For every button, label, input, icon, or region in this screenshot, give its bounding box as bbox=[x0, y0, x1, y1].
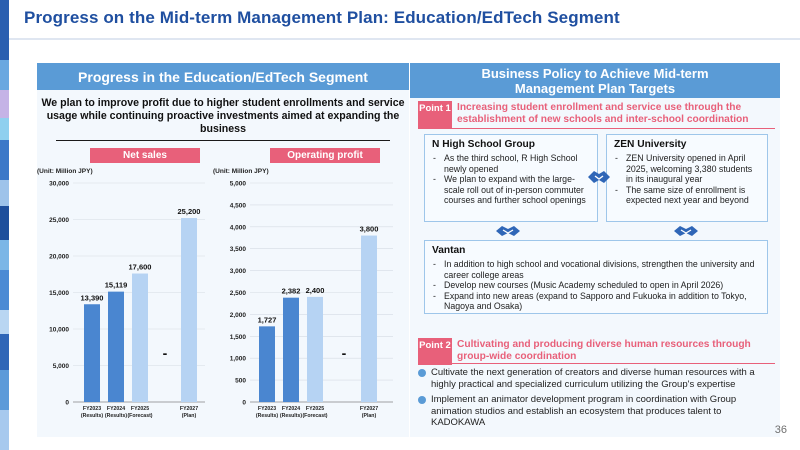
x-tick-label: FY2025 bbox=[306, 406, 324, 412]
y-tick-label: 1,000 bbox=[230, 356, 247, 363]
x-tick-label: FY2027 bbox=[180, 406, 198, 412]
data-label: 1,727 bbox=[258, 315, 277, 324]
y-tick-label: 25,000 bbox=[49, 217, 69, 224]
left-panel-header: Progress in the Education/EdTech Segment bbox=[37, 63, 409, 90]
n-high-school-card: N High School Group As the third school,… bbox=[424, 134, 598, 222]
y-tick-label: 2,500 bbox=[230, 290, 247, 297]
chart-unit-label: (Unit: Million JPY) bbox=[37, 168, 93, 175]
y-tick-label: 500 bbox=[235, 378, 246, 385]
right-panel-header-text: Business Policy to Achieve Mid-term Mana… bbox=[481, 65, 709, 96]
vantan-item: Expand into new areas (expand to Sapporo… bbox=[432, 291, 760, 312]
y-tick-label: 10,000 bbox=[49, 327, 69, 334]
point-1-underline bbox=[418, 128, 775, 129]
point-2-bullet-text: Cultivate the next generation of creator… bbox=[431, 367, 755, 390]
x-tick-sublabel: (Results) bbox=[256, 413, 278, 419]
bar bbox=[181, 218, 197, 402]
y-tick-label: 15,000 bbox=[49, 290, 69, 297]
data-label: 3,800 bbox=[360, 225, 379, 234]
zen-university-item: The same size of enrollment is expected … bbox=[614, 185, 760, 206]
bar bbox=[283, 297, 299, 402]
y-tick-label: 3,000 bbox=[230, 268, 247, 275]
operating-profit-chart-title-text: Operating profit bbox=[287, 150, 363, 161]
lead-statement: We plan to improve profit due to higher … bbox=[41, 97, 405, 135]
y-tick-label: 2,000 bbox=[230, 312, 247, 319]
chart-unit-label: (Unit: Million JPY) bbox=[213, 168, 269, 175]
handshake-icon bbox=[588, 171, 610, 183]
point-1-badge: Point 1 bbox=[418, 101, 452, 128]
point-2-bullet: Implement an animator development progra… bbox=[418, 394, 778, 429]
net-sales-chart-title-text: Net sales bbox=[123, 150, 167, 161]
vantan-card: Vantan In addition to high school and vo… bbox=[424, 240, 768, 314]
slide-title: Progress on the Mid-term Management Plan… bbox=[24, 8, 620, 27]
y-tick-label: 30,000 bbox=[49, 181, 69, 188]
handshake-icon bbox=[674, 226, 698, 236]
x-tick-label: FY2027 bbox=[360, 406, 378, 412]
y-tick-label: 4,000 bbox=[230, 224, 247, 231]
vantan-item: In addition to high school and vocationa… bbox=[432, 259, 760, 280]
bullet-dot-icon bbox=[418, 369, 426, 377]
n-high-school-title: N High School Group bbox=[432, 139, 535, 150]
page-number: 36 bbox=[774, 424, 787, 436]
lead-underline bbox=[56, 140, 390, 141]
decorative-side-stripe bbox=[0, 0, 9, 450]
net-sales-chart: (Unit: Million JPY) 0 5,000 10,000 15,000 20,… bbox=[37, 168, 205, 419]
zen-university-item: ZEN University opened in April 2025, wel… bbox=[614, 153, 760, 185]
y-tick-label: 5,000 bbox=[230, 181, 247, 188]
point-2-text: Cultivating and producing diverse human … bbox=[457, 339, 751, 362]
data-label: 13,390 bbox=[81, 293, 104, 302]
x-tick-sublabel: (Results) bbox=[105, 413, 127, 419]
vantan-item: Develop new courses (Music Academy sched… bbox=[432, 280, 760, 291]
handshake-icon bbox=[496, 226, 520, 236]
operating-profit-chart: (Unit: Million JPY) 0 500 1,000 1,500 2,000 2,… bbox=[213, 168, 393, 419]
point-2-bullet: Cultivate the next generation of creator… bbox=[418, 367, 778, 390]
data-label: 2,382 bbox=[282, 287, 301, 296]
data-label: 17,600 bbox=[129, 263, 152, 272]
point-2-bullets: Cultivate the next generation of creator… bbox=[418, 367, 778, 433]
x-tick-label: FY2024 bbox=[282, 406, 300, 412]
y-tick-label: 1,500 bbox=[230, 334, 247, 341]
bullet-dot-icon bbox=[418, 396, 426, 404]
left-panel-header-text: Progress in the Education/EdTech Segment bbox=[78, 68, 368, 85]
x-tick-sublabel: (Plan) bbox=[362, 413, 377, 419]
x-tick-label: FY2023 bbox=[83, 406, 101, 412]
n-high-school-item: As the third school, R High School newly… bbox=[432, 153, 590, 174]
x-tick-sublabel: (Plan) bbox=[182, 413, 197, 419]
y-tick-label: 5,000 bbox=[53, 363, 70, 370]
vantan-title: Vantan bbox=[432, 245, 466, 256]
gap-marker: - bbox=[342, 345, 347, 361]
point-2-underline bbox=[418, 363, 775, 364]
point-1-text: Increasing student enrollment and servic… bbox=[457, 102, 749, 125]
zen-university-title: ZEN University bbox=[614, 139, 687, 150]
x-tick-sublabel: (Forecast) bbox=[127, 413, 152, 419]
y-tick-label: 4,500 bbox=[230, 202, 247, 209]
x-tick-sublabel: (Forecast) bbox=[302, 413, 327, 419]
x-tick-label: FY2025 bbox=[131, 406, 149, 412]
bar bbox=[132, 273, 148, 402]
y-tick-label: 0 bbox=[242, 400, 246, 407]
title-divider bbox=[9, 38, 800, 40]
operating-profit-chart-title: Operating profit bbox=[270, 148, 380, 163]
data-label: 15,119 bbox=[105, 281, 128, 290]
x-tick-sublabel: (Results) bbox=[280, 413, 302, 419]
gap-marker: - bbox=[163, 345, 168, 361]
right-panel-header: Business Policy to Achieve Mid-term Mana… bbox=[410, 63, 780, 98]
point-2-badge: Point 2 bbox=[418, 338, 452, 365]
x-tick-sublabel: (Results) bbox=[81, 413, 103, 419]
n-high-school-item: We plan to expand with the large-scale r… bbox=[432, 174, 590, 206]
bar bbox=[307, 296, 323, 402]
x-tick-label: FY2023 bbox=[258, 406, 276, 412]
net-sales-chart-title: Net sales bbox=[90, 148, 200, 163]
data-label: 25,200 bbox=[178, 207, 201, 216]
zen-university-card: ZEN University ZEN University opened in … bbox=[606, 134, 768, 222]
y-tick-label: 3,500 bbox=[230, 246, 247, 253]
y-tick-label: 20,000 bbox=[49, 254, 69, 261]
data-label: 2,400 bbox=[306, 286, 325, 295]
x-tick-label: FY2024 bbox=[107, 406, 125, 412]
bar bbox=[361, 235, 377, 402]
point-2-bullet-text: Implement an animator development progra… bbox=[431, 394, 737, 428]
bar bbox=[259, 326, 275, 402]
y-tick-label: 0 bbox=[65, 400, 69, 407]
bar bbox=[84, 304, 100, 402]
bar bbox=[108, 291, 124, 402]
